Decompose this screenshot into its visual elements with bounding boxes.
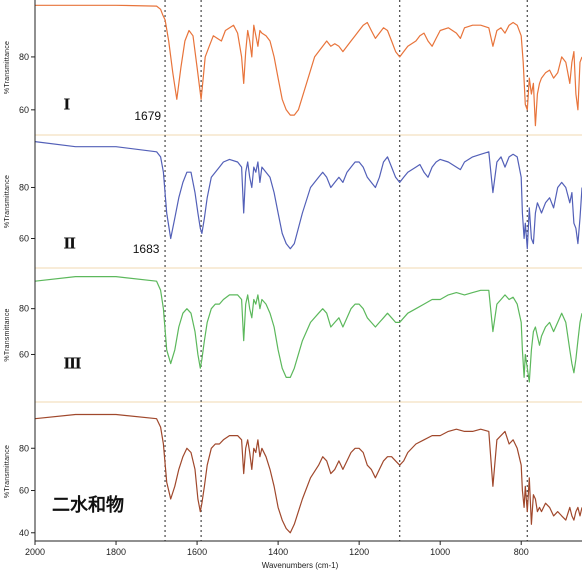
y-tick-label: 80 [19, 52, 29, 62]
spectrum-line [34, 276, 582, 383]
y-tick-label: 80 [19, 182, 29, 192]
spectrum-line [34, 141, 582, 250]
spectrum-panel: %Transmittance 60 80 Ⅰ 1679 [4, 4, 582, 127]
x-axis-label: Wavenumbers (cm-1) [262, 561, 339, 570]
peak-label: 1679 [134, 109, 161, 123]
y-axis-label: %Transmittance [4, 175, 11, 228]
y-tick-label: 80 [19, 443, 29, 453]
spectrum-panel: %Transmittance 40 60 80 二水和物 [4, 413, 582, 538]
spectrum-line [34, 413, 582, 534]
panel-separators [35, 134, 582, 403]
x-tick-label: 1200 [349, 547, 369, 557]
x-tick-label: 2000 [25, 547, 45, 557]
x-tick-label: 1800 [106, 547, 126, 557]
y-tick-label: 60 [19, 349, 29, 359]
y-axis-label: %Transmittance [4, 445, 11, 498]
y-axis-label: %Transmittance [4, 41, 11, 94]
y-axis-label: %Transmittance [4, 308, 11, 361]
x-tick-label: 1400 [268, 547, 288, 557]
panel-label: 二水和物 [52, 494, 124, 516]
panel-label: Ⅰ [63, 96, 70, 114]
panel-label: Ⅱ [63, 235, 76, 253]
x-axis: Wavenumbers (cm-1) 2000 1800 1600 1400 1200 1… [25, 540, 582, 570]
y-tick-label: 60 [19, 233, 29, 243]
spectrum-panel: %Transmittance 60 80 Ⅲ [4, 276, 582, 383]
spectrum-panel: %Transmittance 60 80 Ⅱ 1683 [4, 141, 582, 256]
x-tick-label: 1000 [430, 547, 450, 557]
y-tick-label: 80 [19, 304, 29, 314]
spectra-panels: %Transmittance 60 80 Ⅰ 1679 %Transmittance 60 8… [4, 4, 582, 538]
x-tick-label: 1600 [187, 547, 207, 557]
spectrum-line [35, 4, 582, 127]
reference-lines [164, 0, 528, 541]
y-tick-label: 60 [19, 105, 29, 115]
panel-label: Ⅲ [63, 355, 81, 373]
peak-label: 1683 [133, 242, 160, 256]
y-tick-label: 40 [19, 528, 29, 538]
y-tick-label: 60 [19, 486, 29, 496]
x-tick-label: 800 [514, 547, 529, 557]
